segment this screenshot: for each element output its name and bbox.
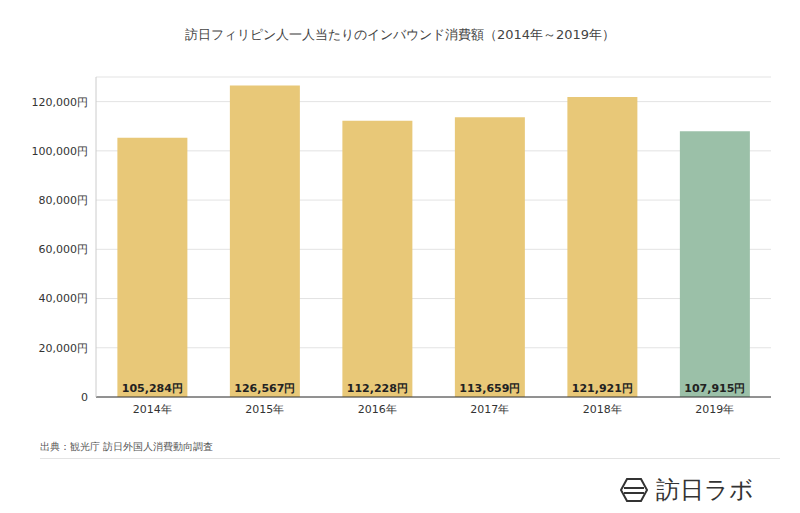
svg-text:2016年: 2016年 xyxy=(358,403,397,416)
svg-text:120,000円: 120,000円 xyxy=(32,96,89,109)
svg-text:0: 0 xyxy=(81,391,88,404)
svg-text:105,284円: 105,284円 xyxy=(122,382,183,395)
svg-text:113,659円: 113,659円 xyxy=(459,382,520,395)
svg-text:2019年: 2019年 xyxy=(695,403,734,416)
svg-text:60,000円: 60,000円 xyxy=(39,243,89,256)
html-text:出典：観光庁 訪日外国人消費動向調査: 出典：観光庁 訪日外国人消費動向調査 xyxy=(40,441,214,452)
svg-text:126,567円: 126,567円 xyxy=(234,382,295,395)
svg-text:2015年: 2015年 xyxy=(245,403,284,416)
svg-text:112,228円: 112,228円 xyxy=(347,382,408,395)
html-text:訪日ラボ: 訪日ラボ xyxy=(656,476,754,504)
svg-text:100,000円: 100,000円 xyxy=(32,145,89,158)
svg-text:2014年: 2014年 xyxy=(133,403,172,416)
svg-text:121,921円: 121,921円 xyxy=(572,382,633,395)
svg-text:2018年: 2018年 xyxy=(583,403,622,416)
html-text:訪日フィリピン人一人当たりのインバウンド消費額（2014年～: 訪日フィリピン人一人当たりのインバウンド消費額（2014年～2019年） xyxy=(184,27,616,42)
svg-text:40,000円: 40,000円 xyxy=(39,292,89,305)
svg-text:2017年: 2017年 xyxy=(470,403,509,416)
svg-text:80,000円: 80,000円 xyxy=(39,194,89,207)
svg-text:107,915円: 107,915円 xyxy=(684,382,745,395)
svg-text:20,000円: 20,000円 xyxy=(39,342,89,355)
